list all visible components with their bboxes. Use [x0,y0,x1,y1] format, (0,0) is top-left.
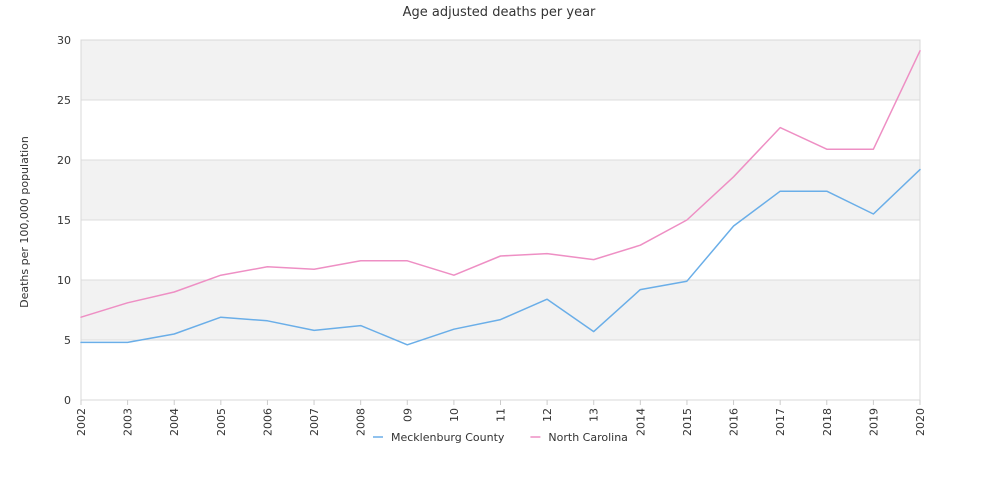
x-tick-label: 2002 [75,408,88,436]
x-tick-label: 09 [401,408,414,422]
legend[interactable]: Mecklenburg County North Carolina [373,431,628,444]
y-tick-label: 10 [57,274,71,287]
y-tick-label: 5 [64,334,71,347]
x-tick-label: 2016 [728,408,741,436]
legend-item-north-carolina[interactable]: North Carolina [530,431,628,444]
grid-bands [81,40,920,340]
x-tick-label: 2019 [867,408,880,436]
y-tick-label: 15 [57,214,71,227]
x-tick-label: 2020 [914,408,927,436]
legend-label: Mecklenburg County [391,431,505,444]
series-lines [80,50,921,346]
y-tick-label: 25 [57,94,71,107]
series-line-north-carolina [80,50,921,318]
x-tick-label: 2006 [261,408,274,436]
x-tick-label: 11 [495,408,508,422]
x-tick-label: 2015 [681,408,694,436]
x-tick-label: 2003 [122,408,135,436]
x-tick-label: 2018 [821,408,834,436]
y-tick-label: 20 [57,154,71,167]
x-tick-label: 2005 [215,408,228,436]
y-tick-label: 30 [57,34,71,47]
grid-band [81,160,920,220]
x-tick-label: 2017 [774,408,787,436]
x-tick-label: 2004 [168,408,181,436]
y-axis-label: Deaths per 100,000 population [18,136,31,308]
series-line-mecklenburg-county [80,168,921,346]
x-tick-label: 2014 [634,408,647,436]
legend-label: North Carolina [548,431,628,444]
x-tick-label: 2007 [308,408,321,436]
legend-item-mecklenburg-county[interactable]: Mecklenburg County [373,431,505,444]
chart-title: Age adjusted deaths per year [403,5,596,20]
x-tick-label: 12 [541,408,554,422]
y-axis-ticks: 0 5 10 15 20 25 30 [57,34,71,407]
x-axis-ticks: 2002 2003 2004 2005 2006 2007 2008 09 10 11 12 13 20… [75,400,927,436]
grid-band [81,280,920,340]
x-tick-label: 2008 [355,408,368,436]
x-tick-label: 13 [588,408,601,422]
grid-band [81,40,920,100]
x-tick-label: 10 [448,408,461,422]
y-tick-label: 0 [64,394,71,407]
